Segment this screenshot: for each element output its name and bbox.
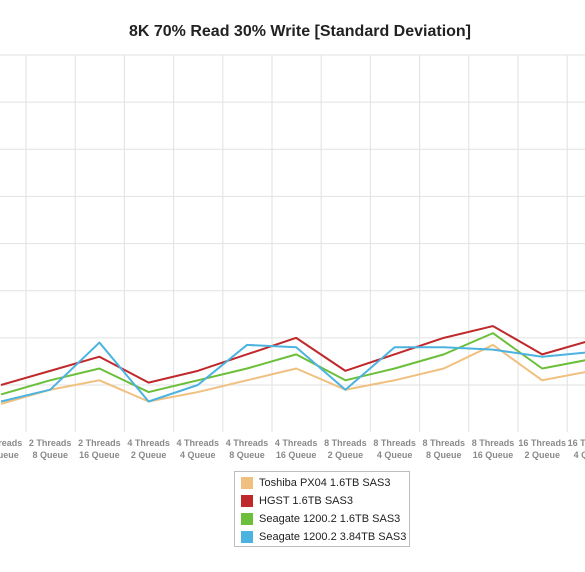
x-tick-label: 2 Threads 16 Queue (78, 438, 121, 460)
legend-swatch (241, 477, 253, 489)
series-line (0, 343, 585, 405)
chart-title: 8K 70% Read 30% Write [Standard Deviatio… (129, 23, 471, 40)
series-line (0, 332, 585, 396)
legend-label: HGST 1.6TB SAS3 (259, 495, 353, 507)
x-tick-label: 4 Threads 16 Queue (275, 438, 318, 460)
legend: Toshiba PX04 1.6TB SAS3 HGST 1.6TB SAS3 … (234, 471, 410, 547)
legend-swatch (241, 531, 253, 543)
legend-label: Toshiba PX04 1.6TB SAS3 (259, 477, 391, 489)
legend-item: Seagate 1200.2 3.84TB SAS3 (241, 529, 406, 545)
legend-swatch (241, 495, 253, 507)
legend-item: Toshiba PX04 1.6TB SAS3 (241, 475, 390, 491)
x-tick-label: 8 Threads 2 Queue (324, 438, 367, 460)
legend-label: Seagate 1200.2 1.6TB SAS3 (259, 513, 401, 525)
series-layer (0, 325, 585, 405)
x-tick-label: 4 Threads 8 Queue (226, 438, 269, 460)
x-tick-label: 16 Threads 2 Queue (518, 438, 566, 460)
grid (0, 54, 585, 432)
x-tick-label: 8 Threads 8 Queue (423, 438, 466, 460)
x-tick-label: 8 Threads 4 Queue (373, 438, 416, 460)
legend-item: HGST 1.6TB SAS3 (241, 493, 353, 509)
x-tick-label: 8 Threads 16 Queue (472, 438, 515, 460)
series-line (0, 325, 585, 386)
legend-swatch (241, 513, 253, 525)
legend-label: Seagate 1200.2 3.84TB SAS3 (259, 531, 407, 543)
series-line (0, 341, 585, 403)
legend-item: Seagate 1200.2 1.6TB SAS3 (241, 511, 400, 527)
x-tick-label: 4 Threads 2 Queue (127, 438, 170, 460)
x-tick-label: 2 Threads 8 Queue (29, 438, 72, 460)
x-tick-label: 4 Threads 4 Queue (177, 438, 220, 460)
